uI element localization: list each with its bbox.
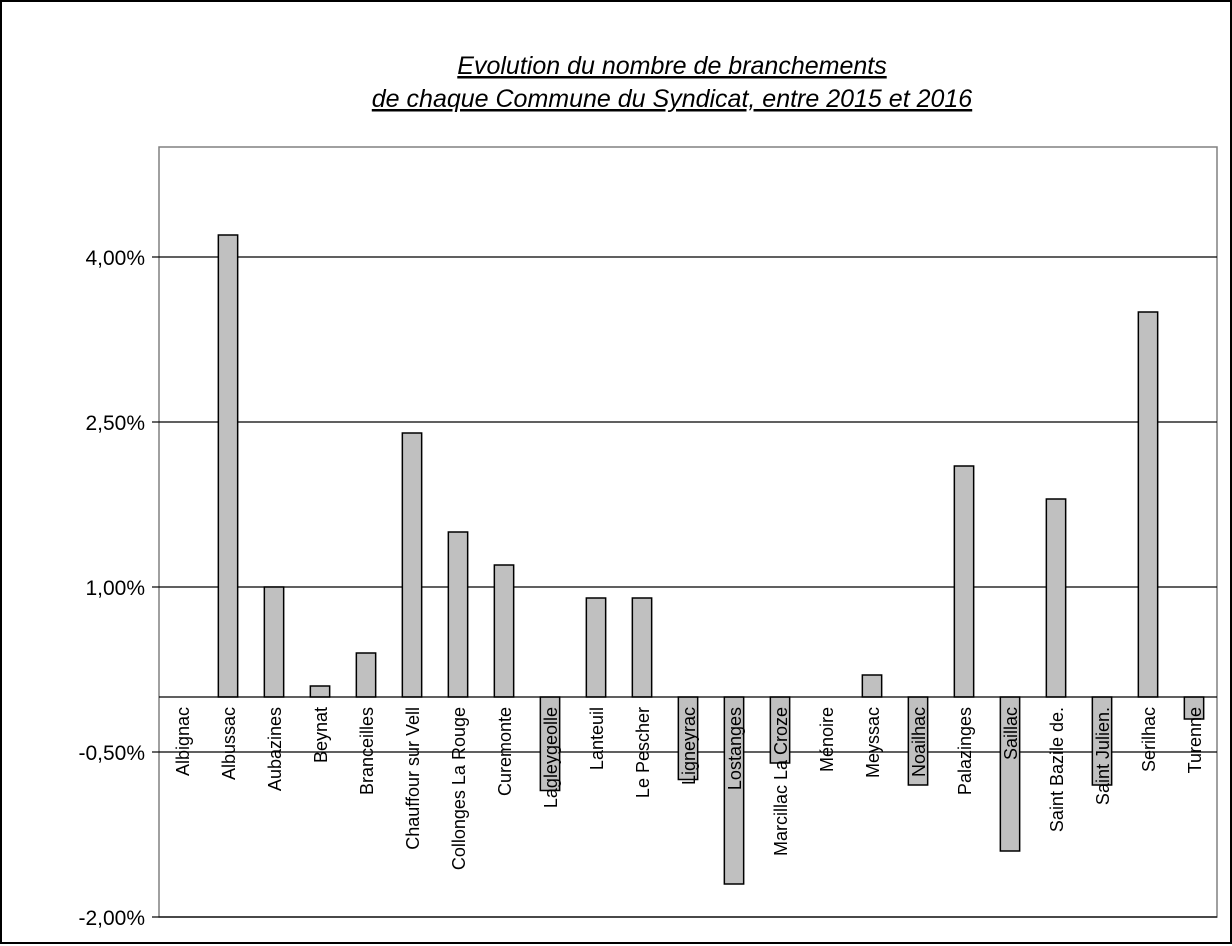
category-label: Ménoire	[817, 707, 837, 772]
y-tick-label: -2,00%	[78, 907, 145, 930]
category-label: Lanteuil	[587, 707, 607, 770]
category-label: Curemonte	[495, 707, 515, 796]
bar	[585, 597, 607, 698]
bar	[631, 597, 653, 698]
category-label: Aubazines	[265, 707, 285, 791]
category-label: Albussac	[219, 707, 239, 780]
category-label: Chauffour sur Vell	[403, 707, 423, 850]
category-label: Serilhac	[1139, 707, 1159, 772]
category-label: Le Pescher	[633, 707, 653, 798]
category-label: Meyssac	[863, 707, 883, 778]
category-label: Saillac	[1001, 707, 1021, 760]
bar	[309, 685, 331, 698]
y-axis-tick-labels: -2,00% -0,50% 1,00% 2,50% 4,00%	[78, 247, 159, 930]
chart-title-line-2: de chaque Commune du Syndicat, entre 201…	[372, 85, 973, 113]
category-label: Beynat	[311, 707, 331, 763]
category-label: Lagleygeolle	[541, 707, 561, 808]
chart-title-line-1: Evolution du nombre de branchements	[457, 52, 886, 80]
bar	[401, 432, 423, 698]
y-tick-label: 4,00%	[85, 247, 145, 270]
y-tick-label: 1,00%	[85, 577, 145, 600]
category-label: Branceilles	[357, 707, 377, 795]
y-tick-label: 2,50%	[85, 412, 145, 435]
bar	[263, 586, 285, 698]
plot-area	[158, 146, 1218, 918]
category-labels: Albignac Albussac Aubazines Beynat Branceill…	[173, 707, 1205, 870]
y-tick-label: -0,50%	[78, 742, 145, 765]
category-label: Marcillac La Croze	[771, 707, 791, 856]
bar	[493, 564, 515, 698]
category-label: Saint Bazile de.	[1047, 707, 1067, 832]
category-label: Saint Julien.	[1093, 707, 1113, 805]
bars	[217, 234, 1205, 885]
bar	[861, 674, 883, 698]
category-label: Albignac	[173, 707, 193, 776]
category-label: Turenne	[1185, 707, 1205, 773]
bar	[1045, 498, 1067, 698]
category-label: Noailhac	[909, 707, 929, 777]
bar	[217, 234, 239, 698]
bar	[355, 652, 377, 698]
bar	[953, 465, 975, 698]
category-label: Lostanges	[725, 707, 745, 790]
bar	[1137, 311, 1159, 698]
category-label: Palazinges	[955, 707, 975, 795]
category-label: Ligneyrac	[679, 707, 699, 785]
bar	[447, 531, 469, 698]
category-label: Collonges La Rouge	[449, 707, 469, 870]
